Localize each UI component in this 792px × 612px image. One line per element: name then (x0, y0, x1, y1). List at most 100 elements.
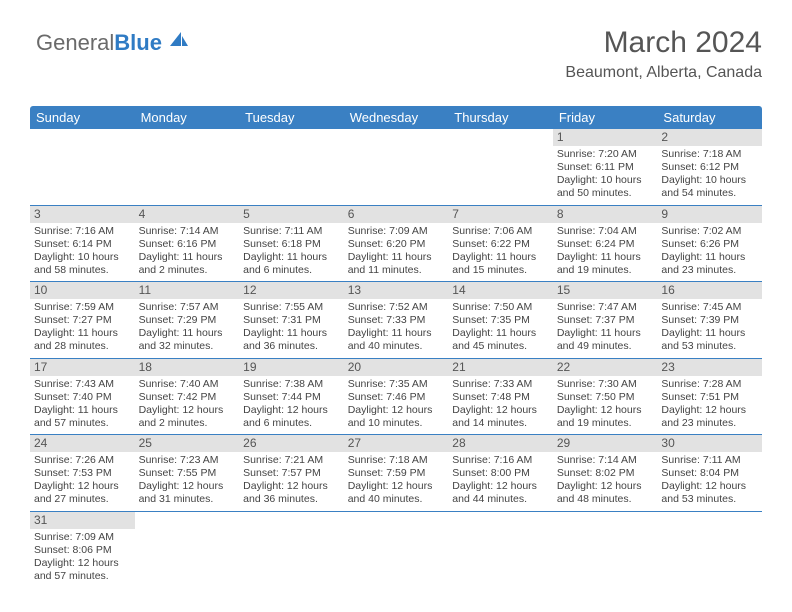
daylight2-text: and 31 minutes. (139, 493, 236, 506)
sunset-text: Sunset: 6:14 PM (34, 238, 131, 251)
daylight2-text: and 23 minutes. (661, 264, 758, 277)
sunrise-text: Sunrise: 7:33 AM (452, 378, 549, 391)
empty-cell (344, 129, 449, 206)
daylight1-text: Daylight: 10 hours (34, 251, 131, 264)
daylight2-text: and 50 minutes. (557, 187, 654, 200)
daylight1-text: Daylight: 11 hours (34, 404, 131, 417)
daylight1-text: Daylight: 12 hours (452, 404, 549, 417)
sunset-text: Sunset: 7:57 PM (243, 467, 340, 480)
day-number: 12 (239, 282, 344, 299)
sunrise-text: Sunrise: 7:57 AM (139, 301, 236, 314)
day-cell: 1Sunrise: 7:20 AMSunset: 6:11 PMDaylight… (553, 129, 658, 206)
sunset-text: Sunset: 7:39 PM (661, 314, 758, 327)
sunset-text: Sunset: 7:33 PM (348, 314, 445, 327)
sunrise-text: Sunrise: 7:28 AM (661, 378, 758, 391)
day-cell: 16Sunrise: 7:45 AMSunset: 7:39 PMDayligh… (657, 282, 762, 359)
day-number: 3 (30, 206, 135, 223)
day-number: 6 (344, 206, 449, 223)
sunrise-text: Sunrise: 7:52 AM (348, 301, 445, 314)
day-cell: 29Sunrise: 7:14 AMSunset: 8:02 PMDayligh… (553, 435, 658, 512)
sunset-text: Sunset: 7:35 PM (452, 314, 549, 327)
daylight1-text: Daylight: 11 hours (243, 327, 340, 340)
sunset-text: Sunset: 7:50 PM (557, 391, 654, 404)
brand-logo: GeneralBlue (36, 28, 188, 56)
sail-icon (170, 28, 188, 54)
calendar-grid: 1Sunrise: 7:20 AMSunset: 6:11 PMDaylight… (30, 129, 762, 587)
empty-cell (448, 129, 553, 206)
daylight1-text: Daylight: 11 hours (348, 251, 445, 264)
day-cell: 2Sunrise: 7:18 AMSunset: 6:12 PMDaylight… (657, 129, 762, 206)
weekday-label: Sunday (30, 106, 135, 129)
sunrise-text: Sunrise: 7:04 AM (557, 225, 654, 238)
day-number: 26 (239, 435, 344, 452)
sunset-text: Sunset: 7:27 PM (34, 314, 131, 327)
sunset-text: Sunset: 6:16 PM (139, 238, 236, 251)
sunset-text: Sunset: 8:02 PM (557, 467, 654, 480)
sunset-text: Sunset: 8:06 PM (34, 544, 131, 557)
daylight2-text: and 53 minutes. (661, 493, 758, 506)
daylight2-text: and 6 minutes. (243, 417, 340, 430)
day-number: 24 (30, 435, 135, 452)
daylight2-text: and 10 minutes. (348, 417, 445, 430)
daylight1-text: Daylight: 12 hours (34, 480, 131, 493)
sunrise-text: Sunrise: 7:11 AM (661, 454, 758, 467)
sunset-text: Sunset: 6:24 PM (557, 238, 654, 251)
sunrise-text: Sunrise: 7:50 AM (452, 301, 549, 314)
sunrise-text: Sunrise: 7:30 AM (557, 378, 654, 391)
day-number: 28 (448, 435, 553, 452)
sunrise-text: Sunrise: 7:02 AM (661, 225, 758, 238)
daylight2-text: and 19 minutes. (557, 264, 654, 277)
sunset-text: Sunset: 7:46 PM (348, 391, 445, 404)
daylight2-text: and 44 minutes. (452, 493, 549, 506)
daylight1-text: Daylight: 11 hours (139, 327, 236, 340)
daylight2-text: and 40 minutes. (348, 340, 445, 353)
daylight2-text: and 45 minutes. (452, 340, 549, 353)
daylight2-text: and 6 minutes. (243, 264, 340, 277)
sunrise-text: Sunrise: 7:16 AM (452, 454, 549, 467)
daylight2-text: and 2 minutes. (139, 264, 236, 277)
day-number: 4 (135, 206, 240, 223)
daylight2-text: and 49 minutes. (557, 340, 654, 353)
day-number: 7 (448, 206, 553, 223)
daylight1-text: Daylight: 12 hours (139, 404, 236, 417)
daylight1-text: Daylight: 12 hours (139, 480, 236, 493)
daylight2-text: and 32 minutes. (139, 340, 236, 353)
day-cell: 31Sunrise: 7:09 AMSunset: 8:06 PMDayligh… (30, 512, 135, 588)
sunrise-text: Sunrise: 7:14 AM (557, 454, 654, 467)
sunset-text: Sunset: 7:55 PM (139, 467, 236, 480)
day-number: 21 (448, 359, 553, 376)
sunset-text: Sunset: 7:40 PM (34, 391, 131, 404)
sunrise-text: Sunrise: 7:16 AM (34, 225, 131, 238)
empty-cell (553, 512, 658, 588)
daylight1-text: Daylight: 12 hours (348, 480, 445, 493)
day-number: 25 (135, 435, 240, 452)
day-cell: 20Sunrise: 7:35 AMSunset: 7:46 PMDayligh… (344, 359, 449, 436)
empty-cell (239, 512, 344, 588)
sunset-text: Sunset: 7:53 PM (34, 467, 131, 480)
weekday-label: Monday (135, 106, 240, 129)
daylight2-text: and 53 minutes. (661, 340, 758, 353)
daylight1-text: Daylight: 11 hours (452, 251, 549, 264)
daylight1-text: Daylight: 12 hours (557, 404, 654, 417)
daylight1-text: Daylight: 10 hours (557, 174, 654, 187)
day-cell: 7Sunrise: 7:06 AMSunset: 6:22 PMDaylight… (448, 206, 553, 283)
sunrise-text: Sunrise: 7:47 AM (557, 301, 654, 314)
daylight2-text: and 2 minutes. (139, 417, 236, 430)
sunrise-text: Sunrise: 7:18 AM (661, 148, 758, 161)
day-cell: 14Sunrise: 7:50 AMSunset: 7:35 PMDayligh… (448, 282, 553, 359)
sunrise-text: Sunrise: 7:59 AM (34, 301, 131, 314)
day-number: 19 (239, 359, 344, 376)
day-number: 10 (30, 282, 135, 299)
daylight1-text: Daylight: 12 hours (557, 480, 654, 493)
day-number: 18 (135, 359, 240, 376)
day-cell: 25Sunrise: 7:23 AMSunset: 7:55 PMDayligh… (135, 435, 240, 512)
sunrise-text: Sunrise: 7:35 AM (348, 378, 445, 391)
sunset-text: Sunset: 6:18 PM (243, 238, 340, 251)
empty-cell (135, 129, 240, 206)
header: March 2024 Beaumont, Alberta, Canada (565, 26, 762, 82)
brand-part1: General (36, 30, 114, 55)
daylight1-text: Daylight: 11 hours (243, 251, 340, 264)
daylight2-text: and 14 minutes. (452, 417, 549, 430)
day-cell: 28Sunrise: 7:16 AMSunset: 8:00 PMDayligh… (448, 435, 553, 512)
day-cell: 22Sunrise: 7:30 AMSunset: 7:50 PMDayligh… (553, 359, 658, 436)
